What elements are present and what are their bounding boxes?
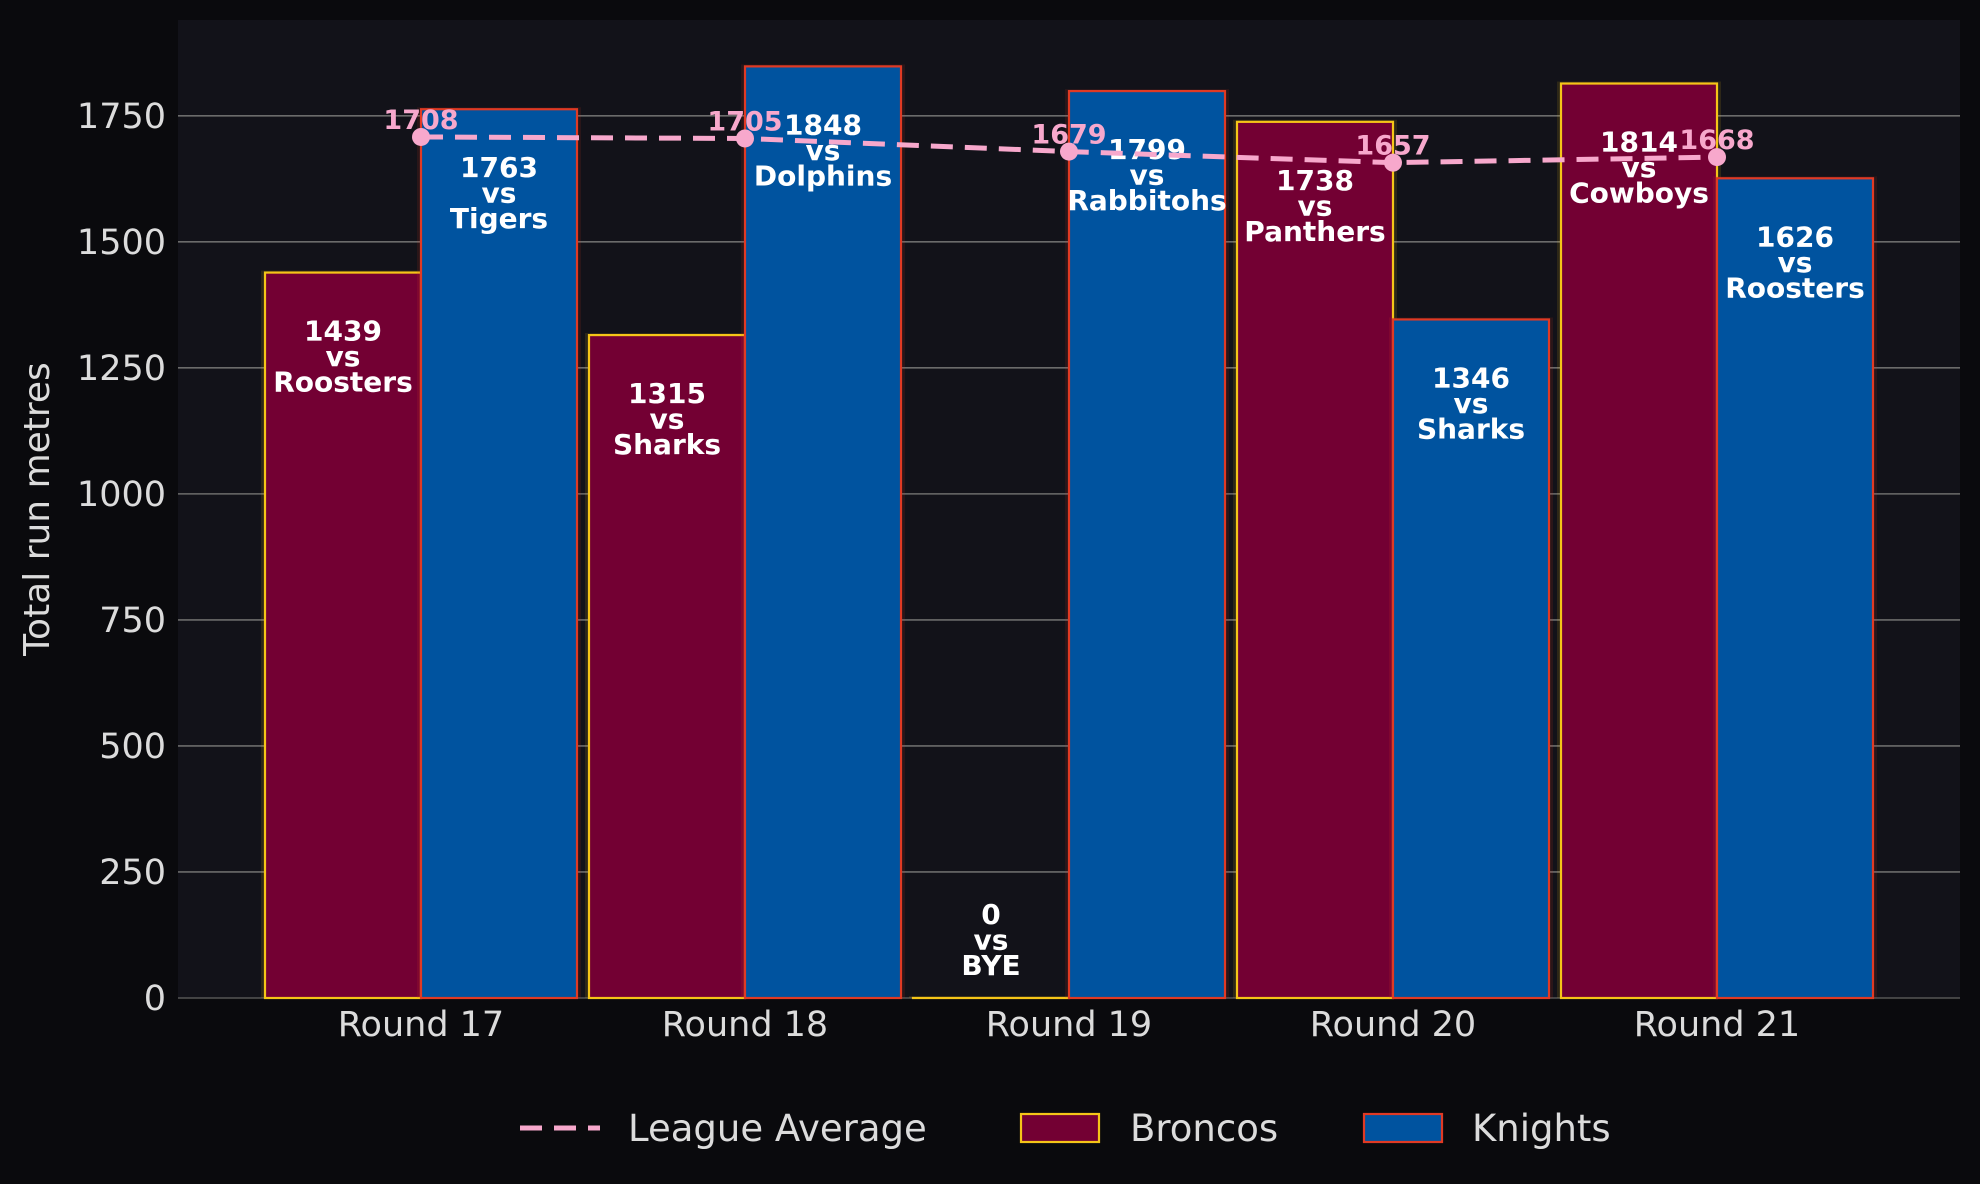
league-average-point [1060, 142, 1078, 161]
league-average-label: 1705 [707, 106, 782, 137]
league-average-label: 1679 [1031, 120, 1106, 151]
bar-broncos-1 [263, 271, 423, 1000]
bar-data-label: Roosters [273, 366, 413, 399]
bar-knights-1 [419, 108, 579, 1000]
bar-broncos-5 [1559, 82, 1719, 1000]
legend-label-knights: Knights [1472, 1107, 1611, 1150]
bar-knights-5 [1715, 177, 1875, 1000]
y-tick-label: 1000 [77, 475, 166, 515]
bar-data-label: Roosters [1725, 271, 1865, 304]
legend-label-league-average: League Average [628, 1107, 927, 1150]
league-average-line: 1708 1705 1679 1657 1668 [383, 105, 1755, 172]
bar-data-label: 1738 [1276, 164, 1354, 197]
bar-data-label: vs [1454, 387, 1489, 420]
bar-data-label: 1439 [304, 315, 382, 348]
bars [261, 64, 1877, 1000]
y-tick-label: 0 [144, 979, 166, 1019]
legend: League Average Broncos Knights [520, 1107, 1611, 1150]
bar-data-label: vs [1298, 189, 1333, 222]
legend-label-broncos: Broncos [1130, 1107, 1278, 1150]
bar-data-label: vs [650, 403, 685, 436]
bar-data-label: vs [326, 340, 361, 373]
bar-data-label: Rabbitohs [1067, 184, 1226, 217]
bar-broncos-4 [1235, 120, 1395, 1000]
league-average-point [1384, 153, 1402, 172]
y-axis-label: Total run metres [17, 362, 58, 657]
bar-data-label: 1763 [460, 151, 538, 184]
bar-data-label: Cowboys [1569, 177, 1709, 210]
y-tick-label: 500 [99, 727, 166, 767]
y-tick-label: 1500 [77, 223, 166, 263]
y-tick-label: 250 [99, 853, 166, 893]
bar-knights-4 [1391, 318, 1551, 1000]
x-tick-label: Round 20 [1310, 1005, 1476, 1045]
y-axis-ticks: 0 250 500 750 1000 1250 1500 1750 [77, 97, 166, 1019]
y-tick-label: 1250 [77, 349, 166, 389]
bar-data-label: Panthers [1244, 215, 1385, 248]
league-average-label: 1708 [383, 105, 458, 136]
y-tick-label: 1750 [77, 97, 166, 137]
y-tick-label: 750 [99, 601, 166, 641]
bar-data-label: Tigers [450, 202, 548, 235]
legend-swatch-knights [1362, 1112, 1444, 1144]
league-average-point [1708, 148, 1726, 167]
x-tick-label: Round 19 [986, 1005, 1152, 1045]
bar-data-label: vs [482, 177, 517, 210]
league-average-label: 1657 [1355, 131, 1430, 162]
bar-data-label: vs [1778, 246, 1813, 279]
bar-data-label: BYE [961, 949, 1020, 982]
bar-data-label: 1315 [628, 377, 706, 410]
league-average-point [412, 127, 430, 146]
x-axis-ticks: Round 17 Round 18 Round 19 Round 20 Round 21 [338, 1005, 1800, 1045]
league-average-point [736, 129, 754, 148]
x-tick-label: Round 21 [1634, 1005, 1800, 1045]
bar-data-label: Sharks [613, 428, 721, 461]
bar-data-label: 1346 [1432, 361, 1510, 394]
bar-data-label: Dolphins [754, 159, 892, 192]
x-tick-label: Round 18 [662, 1005, 828, 1045]
bar-knights-3 [1067, 89, 1227, 1000]
x-tick-label: Round 17 [338, 1005, 504, 1045]
bar-data-label: Sharks [1417, 412, 1525, 445]
bar-broncos-2 [587, 333, 747, 1000]
bar-data-label: vs [974, 924, 1009, 957]
bar-data-label: 1626 [1756, 220, 1834, 253]
legend-swatch-broncos [1019, 1112, 1101, 1144]
bar-data-label: 1848 [784, 108, 862, 141]
bar-data-label: 1814 [1600, 126, 1678, 159]
bar-data-label: 1799 [1108, 133, 1186, 166]
bar-knights-2 [743, 65, 903, 1000]
bar-data-label: vs [1130, 159, 1165, 192]
league-average-label: 1668 [1679, 125, 1754, 156]
bar-data-label: 0 [981, 898, 1000, 931]
